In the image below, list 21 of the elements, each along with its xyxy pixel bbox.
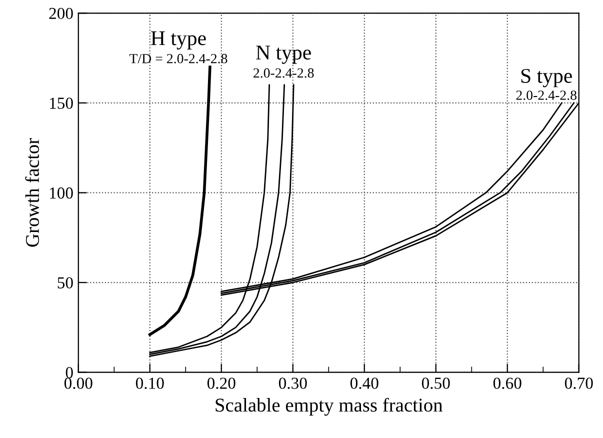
y-tick-label: 100 xyxy=(50,187,73,199)
x-tick-label: 0.00 xyxy=(64,378,92,389)
annotation: T/D = 2.0-2.4-2.8 xyxy=(130,54,228,64)
annotation: 2.0-2.4-2.8 xyxy=(254,68,314,78)
x-axis-title: Scalable empty mass fraction xyxy=(216,398,443,416)
x-tick-label: 0.70 xyxy=(564,378,593,389)
y-tick-label: 200 xyxy=(49,8,73,20)
y-tick-label: 0 xyxy=(66,367,73,378)
y-axis-title: Growth factor xyxy=(25,138,40,247)
x-tick-label: 0.60 xyxy=(493,378,522,389)
annotation: 2.0-2.4-2.8 xyxy=(516,90,576,100)
annotation: N type xyxy=(256,46,311,64)
y-tick-label: 50 xyxy=(58,277,73,288)
x-tick-label: 0.40 xyxy=(350,378,378,389)
x-tick-label: 0.20 xyxy=(207,378,236,389)
x-tick-label: 0.50 xyxy=(422,378,450,389)
y-tick-label: 150 xyxy=(50,98,73,109)
x-tick-label: 0.10 xyxy=(136,378,164,389)
annotation: S type xyxy=(521,68,572,88)
x-tick-label: 0.30 xyxy=(278,378,307,389)
annotation: H type xyxy=(151,31,206,50)
